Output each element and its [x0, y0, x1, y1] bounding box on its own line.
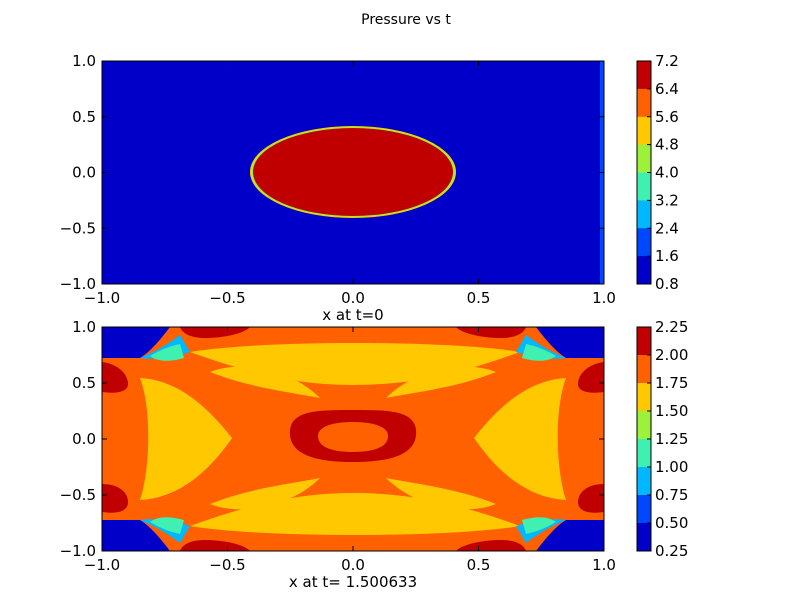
top-colorbar-segment [637, 172, 651, 201]
top-x-tick-label: −1.0 [84, 289, 120, 307]
top-colorbar-segment [637, 88, 651, 118]
top-x-ticks: −1.0 −0.5 0.0 0.5 1.0 [84, 61, 616, 307]
bottom-yellow-arm-tr [386, 366, 496, 398]
bottom-yellow-arm-br [386, 478, 496, 510]
top-x-tick-label: 1.0 [592, 289, 616, 307]
bottom-y-tick-label: 0.0 [72, 430, 96, 448]
bottom-colorbar-segment [637, 495, 651, 524]
top-x-tick-label: −0.5 [209, 289, 245, 307]
bottom-colorbar-label: 1.50 [655, 402, 688, 420]
top-ellipse-core [253, 128, 453, 216]
top-plot: −1.0 −0.5 0.0 0.5 1.0 1.0 0.5 0.0 −0.5 −1.0 x at… [60, 52, 616, 324]
bottom-red-right-lower [578, 484, 604, 513]
bottom-red-left-upper [102, 362, 128, 393]
bottom-colorbar-label: 2.25 [655, 318, 688, 336]
bottom-x-axis-label: x at t= 1.500633 [289, 573, 417, 591]
bottom-red-top-right [456, 327, 526, 338]
bottom-corner-tl-mint [150, 344, 184, 361]
top-y-tick-label: −0.5 [60, 219, 96, 237]
bottom-yellow-left-lobe [140, 378, 232, 500]
bottom-y-tick-label: 0.5 [72, 374, 96, 392]
top-x-tick-label: 0.0 [341, 289, 365, 307]
top-colorbar-label: 6.4 [655, 80, 679, 98]
bottom-corner-tl [102, 327, 170, 358]
top-y-tick-label: −1.0 [60, 275, 96, 293]
bottom-plot: −1.0 −0.5 0.0 0.5 1.0 1.0 0.5 0.0 −0.5 −1.0 x at… [60, 318, 616, 591]
top-colorbar-label: 3.2 [655, 191, 679, 209]
top-y-tick-label: 0.5 [72, 108, 96, 126]
bottom-colorbar-label: 0.75 [655, 486, 688, 504]
bottom-y-tick-label: −0.5 [60, 486, 96, 504]
bottom-colorbar-segment [637, 467, 651, 496]
bottom-x-tick-label: −0.5 [209, 556, 245, 574]
bottom-colorbar-label: 1.75 [655, 374, 688, 392]
top-colorbar: 7.2 6.4 5.6 4.8 4.0 3.2 2.4 1.6 0.8 [636, 52, 679, 293]
bottom-red-right-upper [578, 362, 604, 393]
top-colorbar-label: 7.2 [655, 52, 679, 70]
top-colorbar-label: 4.0 [655, 164, 679, 182]
bottom-colorbar-segment [637, 327, 651, 356]
bottom-x-tick-label: −1.0 [84, 556, 120, 574]
bottom-colorbar-label: 0.25 [655, 542, 688, 560]
top-colorbar-label: 5.6 [655, 108, 679, 126]
bottom-colorbar-segment [637, 411, 651, 440]
bottom-corner-tr-mint [522, 344, 556, 361]
top-y-tick-label: 0.0 [72, 164, 96, 182]
top-y-ticks: 1.0 0.5 0.0 −0.5 −1.0 [60, 52, 604, 293]
bottom-colorbar-label: 0.50 [655, 514, 688, 532]
top-colorbar-segment [637, 116, 651, 146]
bottom-colorbar-label: 2.00 [655, 346, 688, 364]
top-colorbar-label: 0.8 [655, 275, 679, 293]
top-colorbar-segment [637, 256, 651, 285]
top-x-axis-label: x at t=0 [322, 306, 383, 324]
bottom-x-ticks: −1.0 −0.5 0.0 0.5 1.0 [84, 327, 616, 574]
bottom-x-tick-label: 1.0 [592, 556, 616, 574]
bottom-corner-tr [536, 327, 604, 358]
top-colorbar-segment [637, 200, 651, 229]
bottom-yellow-arm-tl [210, 366, 320, 398]
bottom-colorbar: 2.25 2.00 1.75 1.50 1.25 1.00 0.75 0.50 0.25 [636, 318, 688, 560]
bottom-corner-br-mint [522, 517, 556, 534]
bottom-colorbar-label: 1.00 [655, 458, 688, 476]
top-colorbar-label: 4.8 [655, 136, 679, 154]
top-y-tick-label: 1.0 [72, 52, 96, 70]
bottom-yellow-arm-bl [210, 478, 320, 510]
bottom-corner-br [536, 520, 604, 551]
bottom-red-bottom-right [456, 540, 526, 551]
bottom-red-top-left [180, 327, 250, 338]
bottom-colorbar-segment [637, 383, 651, 412]
bottom-red-bottom-left [180, 540, 250, 551]
bottom-y-tick-label: −1.0 [60, 542, 96, 560]
top-colorbar-segment [637, 228, 651, 257]
bottom-red-left-lower [102, 484, 128, 513]
top-colorbar-label: 1.6 [655, 247, 679, 265]
top-contour [102, 61, 604, 284]
bottom-colorbar-segment [637, 439, 651, 468]
top-colorbar-segment [637, 144, 651, 173]
bottom-contour [102, 327, 604, 551]
top-colorbar-segment [637, 61, 651, 90]
bottom-yellow-right-lobe [474, 378, 566, 500]
figure-title: Pressure vs t [361, 12, 451, 28]
top-x-tick-label: 0.5 [467, 289, 491, 307]
bottom-y-ticks: 1.0 0.5 0.0 −0.5 −1.0 [60, 318, 604, 560]
bottom-corner-bl-mint [150, 517, 184, 534]
top-colorbar-label: 2.4 [655, 219, 679, 237]
bottom-y-tick-label: 1.0 [72, 318, 96, 336]
bottom-colorbar-segment [637, 523, 651, 552]
bottom-center-hole [318, 422, 388, 452]
bottom-x-tick-label: 0.0 [341, 556, 365, 574]
bottom-colorbar-label: 1.25 [655, 430, 688, 448]
bottom-x-tick-label: 0.5 [467, 556, 491, 574]
bottom-corner-bl [102, 520, 170, 551]
bottom-colorbar-segment [637, 355, 651, 384]
